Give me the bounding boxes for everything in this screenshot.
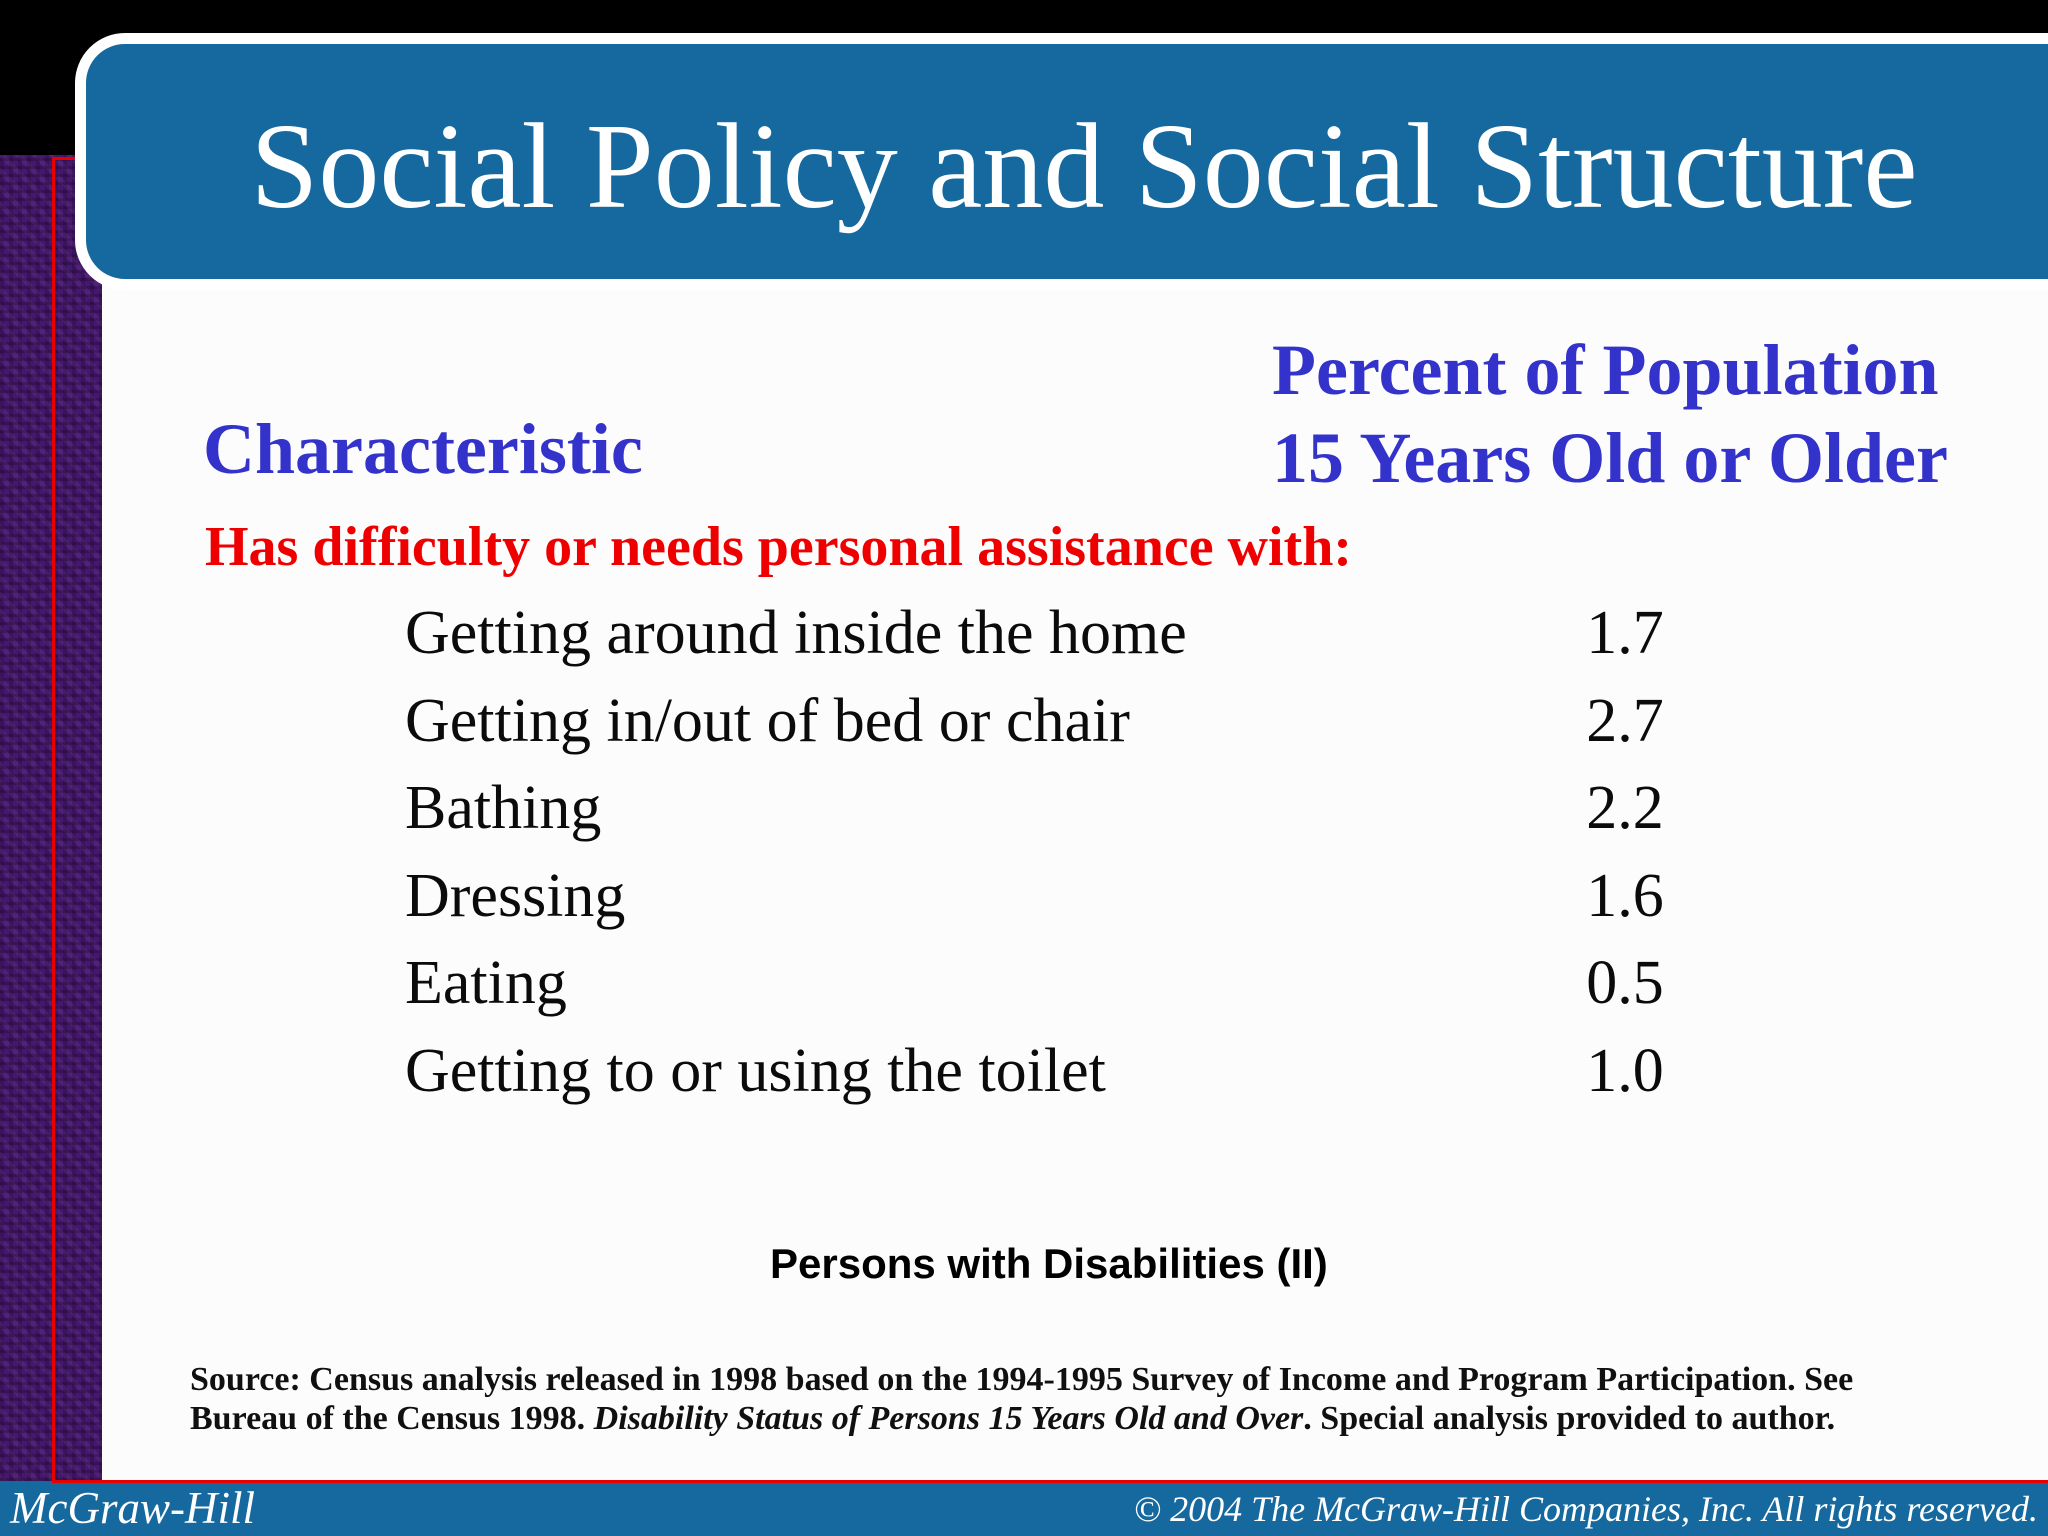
row-value: 2.2: [1586, 774, 1664, 842]
row-label: Getting in/out of bed or chair: [405, 687, 1130, 755]
section-heading: Has difficulty or needs personal assista…: [205, 516, 1352, 578]
mcgraw-hill-logo-text: McGraw-Hill: [10, 1483, 255, 1533]
row-value: 0.5: [1586, 949, 1664, 1017]
row-label: Getting around inside the home: [405, 599, 1187, 667]
source-line2-italic-title: Disability Status of Persons 15 Years Ol…: [593, 1400, 1304, 1437]
source-line2: Bureau of the Census 1998. Disability St…: [190, 1399, 1853, 1438]
source-line1: Source: Census analysis released in 1998…: [190, 1361, 1854, 1398]
row-value: 1.7: [1586, 599, 1664, 667]
content-background: [102, 286, 2048, 1481]
source-note: Source: Census analysis released in 1998…: [190, 1360, 1853, 1438]
footer-bar: McGraw-Hill © 2004 The McGraw-Hill Compa…: [0, 1481, 2048, 1536]
row-label: Dressing: [405, 862, 626, 930]
title-banner: Social Policy and Social Structure: [75, 33, 2048, 290]
copyright-notice: © 2004 The McGraw-Hill Companies, Inc. A…: [1133, 1488, 2038, 1529]
row-value: 1.6: [1586, 862, 1664, 930]
row-value: 1.0: [1586, 1037, 1664, 1105]
source-line2-prefix: Bureau of the Census 1998.: [190, 1400, 594, 1437]
row-label: Getting to or using the toilet: [405, 1037, 1106, 1105]
row-label: Bathing: [405, 774, 602, 842]
percent-header-line1: Percent of Population: [1272, 330, 1939, 410]
percent-column-header: Percent of Population 15 Years Old or Ol…: [1272, 326, 1948, 502]
purple-sidebar-texture: [0, 155, 102, 1481]
row-value: 2.7: [1586, 687, 1664, 755]
percent-header-line2: 15 Years Old or Older: [1272, 418, 1948, 498]
row-label: Eating: [405, 949, 567, 1017]
source-line2-suffix: . Special analysis provided to author.: [1303, 1400, 1836, 1437]
characteristic-column-header: Characteristic: [203, 409, 643, 489]
slide-title: Social Policy and Social Structure: [250, 98, 1918, 234]
slide-caption: Persons with Disabilities (II): [770, 1240, 1328, 1287]
